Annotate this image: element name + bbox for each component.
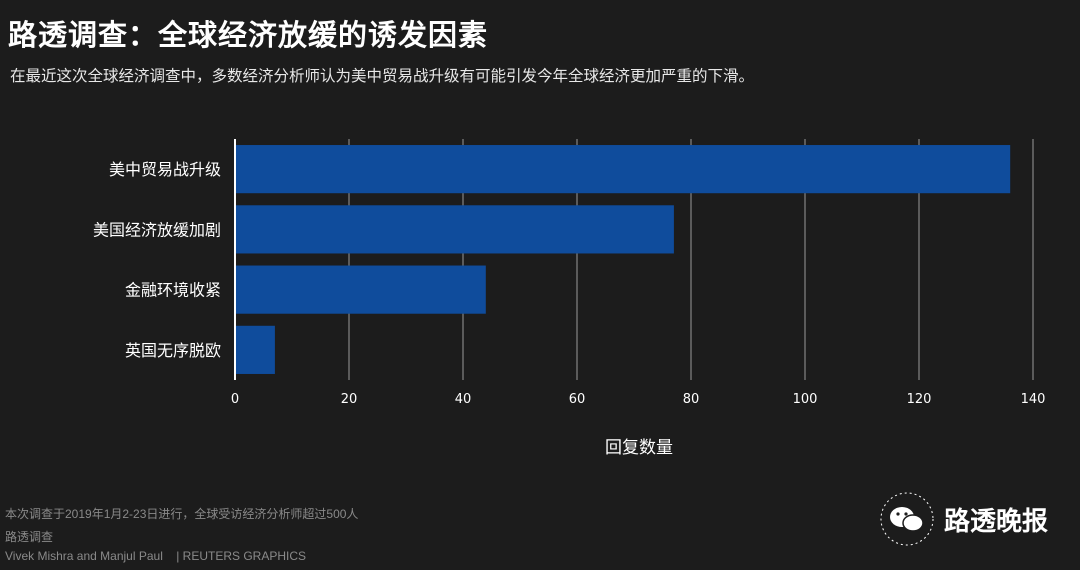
category-label: 美中贸易战升级 — [109, 160, 221, 179]
x-tick-label: 120 — [907, 392, 932, 407]
x-tick-label: 80 — [683, 392, 700, 407]
bar — [235, 205, 674, 254]
bars — [235, 145, 1011, 374]
category-label: 美国经济放缓加剧 — [93, 220, 221, 239]
bar — [235, 145, 1011, 194]
x-tick-label: 140 — [1021, 392, 1046, 407]
credit-authors: Vivek Mishra and Manjul Paul — [5, 549, 163, 563]
chart-subtitle: 在最近这次全球经济调查中，多数经济分析师认为美中贸易战升级有可能引发今年全球经济… — [10, 67, 755, 85]
watermark: 路透晚报 — [880, 492, 1048, 546]
wechat-icon — [880, 492, 934, 546]
watermark-text: 路透晚报 — [944, 506, 1049, 537]
bar — [235, 325, 275, 374]
x-axis-ticks: 0 20 40 60 80 100 120 140 — [231, 392, 1046, 407]
x-tick-label: 60 — [569, 392, 586, 407]
x-tick-label: 0 — [231, 392, 239, 407]
credit-brand: | REUTERS GRAPHICS — [176, 549, 307, 563]
x-tick-label: 20 — [341, 392, 358, 407]
x-tick-label: 40 — [455, 392, 472, 407]
chart-title: 路透调查：全球经济放缓的诱发因素 — [8, 18, 489, 52]
x-tick-label: 100 — [793, 392, 818, 407]
category-label: 金融环境收紧 — [125, 281, 221, 300]
survey-note: 本次调查于2019年1月2-23日进行，全球受访经济分析师超过500人 — [5, 507, 359, 521]
source-label: 路透调查 — [5, 530, 54, 544]
category-label: 英国无序脱欧 — [125, 341, 221, 360]
credit-line: Vivek Mishra and Manjul Paul | REUTERS G… — [5, 549, 306, 563]
x-axis-label: 回复数量 — [605, 438, 673, 458]
bar — [235, 265, 486, 314]
